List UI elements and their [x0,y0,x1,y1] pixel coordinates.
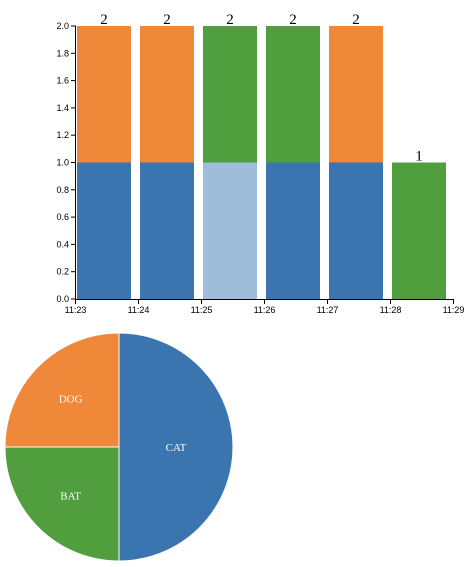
x-tick-label: 11:23 [65,305,87,315]
slice-label: DOG [59,394,83,406]
bar-segment [392,162,446,299]
bar-segment [266,26,320,163]
bar-total: 2 [100,12,108,28]
bar-segment [77,162,131,299]
bar-segment [329,162,383,299]
pie-slice [4,332,120,448]
y-tick-label: 0.6 [56,212,69,222]
y-tick-label: 1.6 [56,76,69,86]
pie-slice [118,332,234,562]
bar-segment [203,162,257,299]
pie-slice [4,446,120,562]
bar-total: 2 [226,12,234,28]
bar-total: 1 [415,149,423,165]
slice-label: CAT [166,442,187,454]
x-tick-label: 11:28 [380,305,402,315]
x-tick-label: 11:27 [317,305,339,315]
y-tick-label: 2.0 [56,21,69,31]
x-tick-label: 11:24 [128,305,150,315]
y-tick-label: 1.2 [56,130,69,140]
x-tick-label: 11:29 [443,305,465,315]
bar-segment [329,26,383,163]
x-tick-label: 11:26 [254,305,276,315]
bar-segment [140,26,194,163]
y-tick-label: 0.2 [56,267,69,277]
bar-total: 2 [289,12,297,28]
bar-segment [140,162,194,299]
bar-segment [77,26,131,163]
y-tick-label: 1.0 [56,158,69,168]
bar-segment [266,162,320,299]
y-tick-label: 0.0 [56,294,69,304]
y-tick-label: 0.4 [56,239,69,249]
bar-total: 2 [163,12,171,28]
bar-total: 2 [352,12,360,28]
y-tick-label: 1.4 [56,103,69,113]
y-tick-label: 0.8 [56,185,69,195]
slice-label: BAT [60,490,81,502]
bar-segment [203,26,257,163]
x-tick-label: 11:25 [191,305,213,315]
y-tick-label: 1.8 [56,48,69,58]
